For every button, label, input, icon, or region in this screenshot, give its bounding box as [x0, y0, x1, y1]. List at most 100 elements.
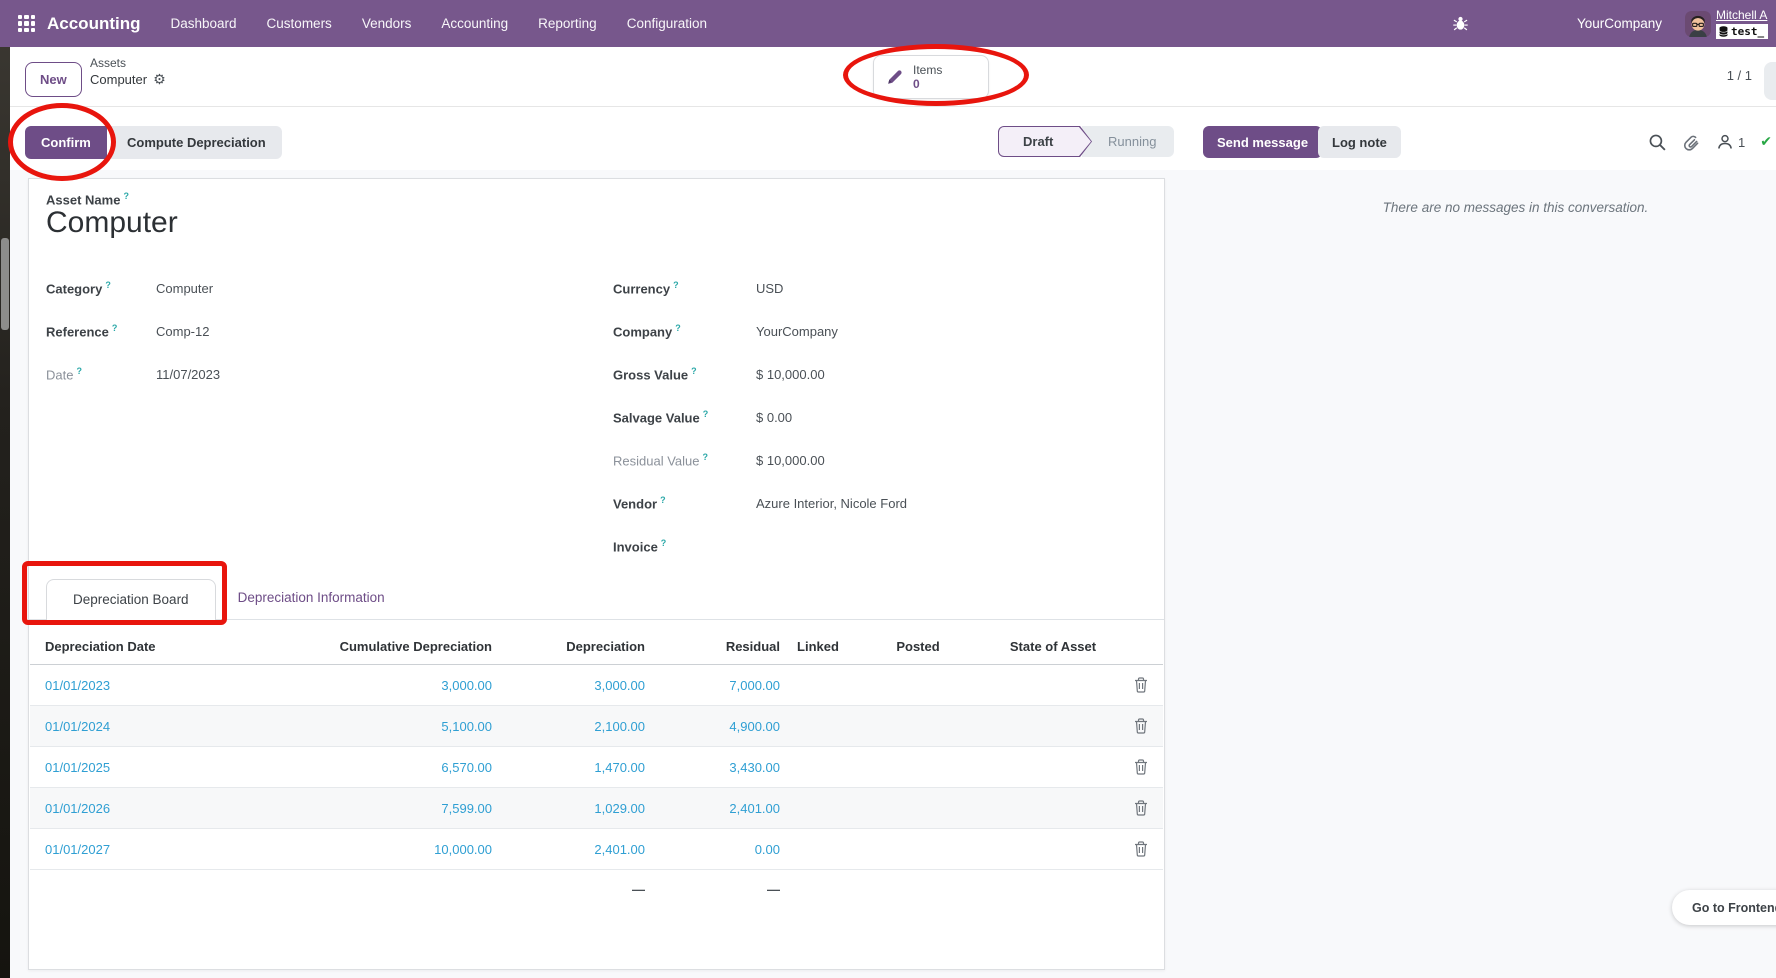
followers-count: 1 — [1738, 134, 1746, 150]
col-posted[interactable]: Posted — [896, 639, 940, 654]
status-draft[interactable]: Draft — [998, 126, 1092, 157]
database-icon — [1719, 26, 1728, 37]
statusbar: Draft Running — [998, 126, 1175, 157]
field-vendor: Vendor? Azure Interior, Nicole Ford — [613, 495, 908, 512]
items-stat-button[interactable]: Items 0 — [873, 55, 989, 99]
tab-depreciation-information[interactable]: Depreciation Information — [237, 590, 385, 605]
table-row[interactable]: 01/01/2025 6,570.00 1,470.00 3,430.00 — [30, 747, 1163, 788]
trash-icon[interactable] — [1134, 718, 1148, 734]
field-gross-value: Gross Value? $ 10,000.00 — [613, 366, 825, 383]
table-row[interactable]: 01/01/2027 10,000.00 2,401.00 0.00 — [30, 829, 1163, 870]
col-actions — [1118, 629, 1163, 665]
col-depreciation[interactable]: Depreciation — [566, 639, 645, 654]
help-marker: ? — [702, 452, 708, 463]
field-currency: Currency? USD — [613, 280, 784, 297]
salvage-value[interactable]: $ 0.00 — [756, 410, 793, 425]
desktop-scrollbar-thumb — [1, 238, 9, 330]
date-value[interactable]: 11/07/2023 — [156, 367, 221, 382]
field-category: Category? Computer — [46, 280, 214, 297]
col-linked[interactable]: Linked — [797, 639, 839, 654]
field-invoice: Invoice? — [613, 538, 667, 555]
gross-value[interactable]: $ 10,000.00 — [756, 367, 825, 382]
field-company: Company? YourCompany — [613, 323, 838, 340]
field-date: Date? 11/07/2023 — [46, 366, 221, 383]
trash-icon[interactable] — [1134, 841, 1148, 857]
gear-icon[interactable]: ⚙ — [153, 72, 166, 88]
help-marker: ? — [691, 366, 697, 377]
vendor-value[interactable]: Azure Interior, Nicole Ford — [756, 496, 908, 511]
field-reference: Reference? Comp-12 — [46, 323, 210, 340]
user-avatar[interactable] — [1685, 0, 1711, 47]
depreciation-table: Depreciation Date Cumulative Depreciatio… — [30, 629, 1163, 909]
chatter-panel: There are no messages in this conversati… — [1165, 170, 1776, 978]
desktop-edge-strip — [0, 40, 10, 978]
trash-icon[interactable] — [1134, 800, 1148, 816]
table-row[interactable]: 01/01/2023 3,000.00 3,000.00 7,000.00 — [30, 665, 1163, 706]
table-footer-row: — — — [30, 870, 1163, 910]
trash-icon[interactable] — [1134, 759, 1148, 775]
action-bar: Confirm Compute Depreciation Draft Runni… — [10, 108, 1776, 170]
company-switcher[interactable]: YourCompany — [1577, 16, 1663, 31]
field-salvage-value: Salvage Value? $ 0.00 — [613, 409, 793, 426]
main-content: Asset Name? Computer Category? Computer … — [10, 170, 1776, 978]
menu-customers[interactable]: Customers — [266, 16, 332, 31]
followers-button[interactable]: 1 — [1716, 133, 1745, 151]
trash-icon[interactable] — [1134, 677, 1148, 693]
user-name: Mitchell A — [1716, 8, 1768, 22]
breadcrumb: Assets Computer ⚙ — [90, 55, 166, 89]
table-row[interactable]: 01/01/2024 5,100.00 2,100.00 4,900.00 — [30, 705, 1163, 747]
log-note-button[interactable]: Log note — [1318, 126, 1401, 158]
menu-configuration[interactable]: Configuration — [626, 16, 708, 31]
compute-depreciation-button[interactable]: Compute Depreciation — [111, 126, 282, 159]
chatter-empty-message: There are no messages in this conversati… — [1382, 200, 1649, 215]
control-panel: New Assets Computer ⚙ Items 0 1 / 1 — [10, 47, 1776, 107]
send-message-button[interactable]: Send message — [1203, 126, 1323, 158]
follower-person-icon — [1718, 134, 1732, 149]
table-row[interactable]: 01/01/2026 7,599.00 1,029.00 2,401.00 — [30, 787, 1163, 829]
menu-reporting[interactable]: Reporting — [538, 16, 597, 31]
debug-bug-icon[interactable] — [1452, 0, 1469, 47]
breadcrumb-assets-link[interactable]: Assets — [90, 56, 127, 70]
col-residual[interactable]: Residual — [725, 639, 780, 654]
residual-total: — — [767, 882, 780, 897]
app-name[interactable]: Accounting — [47, 13, 141, 33]
clipped-edge-button[interactable] — [1764, 62, 1776, 100]
pager[interactable]: 1 / 1 — [1726, 68, 1752, 83]
col-cumulative-depreciation[interactable]: Cumulative Depreciation — [339, 639, 492, 654]
user-menu[interactable]: Mitchell A test_ — [1716, 0, 1776, 47]
confirm-button[interactable]: Confirm — [25, 126, 107, 159]
help-marker: ? — [660, 495, 666, 506]
fields-left-column: Category? Computer Reference? Comp-12 Da… — [46, 267, 476, 396]
currency-value[interactable]: USD — [756, 281, 784, 296]
menu-vendors[interactable]: Vendors — [361, 16, 412, 31]
main-menu: Dashboard Customers Vendors Accounting R… — [171, 16, 708, 31]
check-icon: ✔ — [1760, 134, 1772, 150]
company-value[interactable]: YourCompany — [756, 324, 838, 339]
tab-depreciation-board[interactable]: Depreciation Board — [46, 579, 216, 620]
database-name: test_ — [1731, 25, 1765, 38]
search-icon[interactable] — [1648, 133, 1667, 152]
help-marker: ? — [660, 538, 667, 549]
status-running[interactable]: Running — [1082, 126, 1175, 157]
help-marker: ? — [123, 191, 129, 201]
reference-value[interactable]: Comp-12 — [156, 324, 210, 339]
asset-name-label: Asset Name? — [46, 191, 129, 208]
fields-right-column: Currency? USD Company? YourCompany Gross… — [613, 267, 1143, 568]
apps-grid-icon[interactable] — [18, 15, 35, 32]
pencil-icon — [888, 70, 902, 84]
asset-name-value[interactable]: Computer — [46, 206, 178, 239]
menu-dashboard[interactable]: Dashboard — [170, 16, 237, 31]
items-stat-count: 0 — [913, 77, 920, 91]
table-header-row: Depreciation Date Cumulative Depreciatio… — [30, 629, 1163, 665]
new-button[interactable]: New — [25, 62, 82, 97]
go-to-frontend-button[interactable]: Go to Frontend — [1672, 890, 1776, 925]
following-button[interactable]: ✔ Following — [1760, 134, 1776, 150]
menu-accounting[interactable]: Accounting — [441, 16, 509, 31]
paperclip-icon[interactable] — [1682, 133, 1701, 152]
col-state-of-asset[interactable]: State of Asset — [1009, 639, 1097, 654]
help-marker: ? — [76, 366, 82, 377]
col-depreciation-date[interactable]: Depreciation Date — [45, 639, 156, 654]
category-value[interactable]: Computer — [156, 281, 214, 296]
top-navbar: Accounting Dashboard Customers Vendors A… — [0, 0, 1776, 47]
items-stat-label: Items — [913, 63, 943, 77]
